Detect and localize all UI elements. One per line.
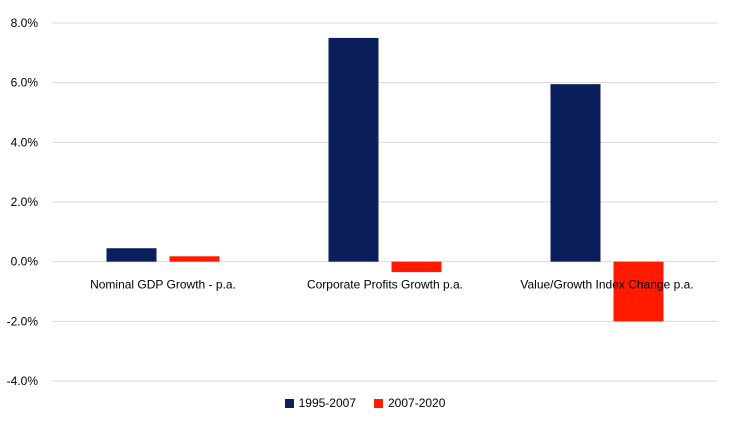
legend: 1995-2007 2007-2020	[0, 396, 730, 410]
bar-series-1-cat-1	[106, 248, 157, 262]
bar-series-1-cat-3	[550, 84, 601, 262]
legend-swatch-series-1	[284, 398, 294, 408]
bar-series-2-cat-1	[169, 256, 220, 262]
legend-item-series-2: 2007-2020	[374, 396, 445, 410]
y-tick-label: 2.0%	[11, 195, 39, 209]
bar-series-1-cat-2	[328, 37, 379, 262]
bars	[106, 37, 664, 322]
y-tick-label: 6.0%	[11, 76, 39, 90]
gridlines	[52, 22, 718, 382]
y-tick-label: -4.0%	[7, 374, 39, 388]
category-label: Nominal GDP Growth - p.a.	[90, 278, 236, 292]
legend-label-series-2: 2007-2020	[388, 396, 446, 410]
bar-series-2-cat-2	[391, 261, 442, 273]
category-label: Value/Growth Index Change p.a.	[520, 278, 693, 292]
category-labels: Nominal GDP Growth - p.a. Corporate Profi…	[90, 278, 694, 292]
bar-series-2-cat-3	[613, 261, 664, 322]
legend-label-series-1: 1995-2007	[298, 396, 356, 410]
y-tick-label: -2.0%	[7, 314, 39, 328]
y-tick-label: 4.0%	[11, 135, 39, 149]
legend-swatch-series-2	[374, 398, 383, 408]
y-axis-tick-labels: 8.0% 6.0% 4.0% 2.0% 0.0% -2.0% -4.0%	[7, 16, 39, 388]
y-tick-label: 8.0%	[11, 16, 39, 30]
legend-item-series-1: 1995-2007	[284, 396, 356, 410]
category-label: Corporate Profits Growth p.a.	[307, 278, 463, 292]
y-tick-label: 0.0%	[11, 255, 39, 269]
